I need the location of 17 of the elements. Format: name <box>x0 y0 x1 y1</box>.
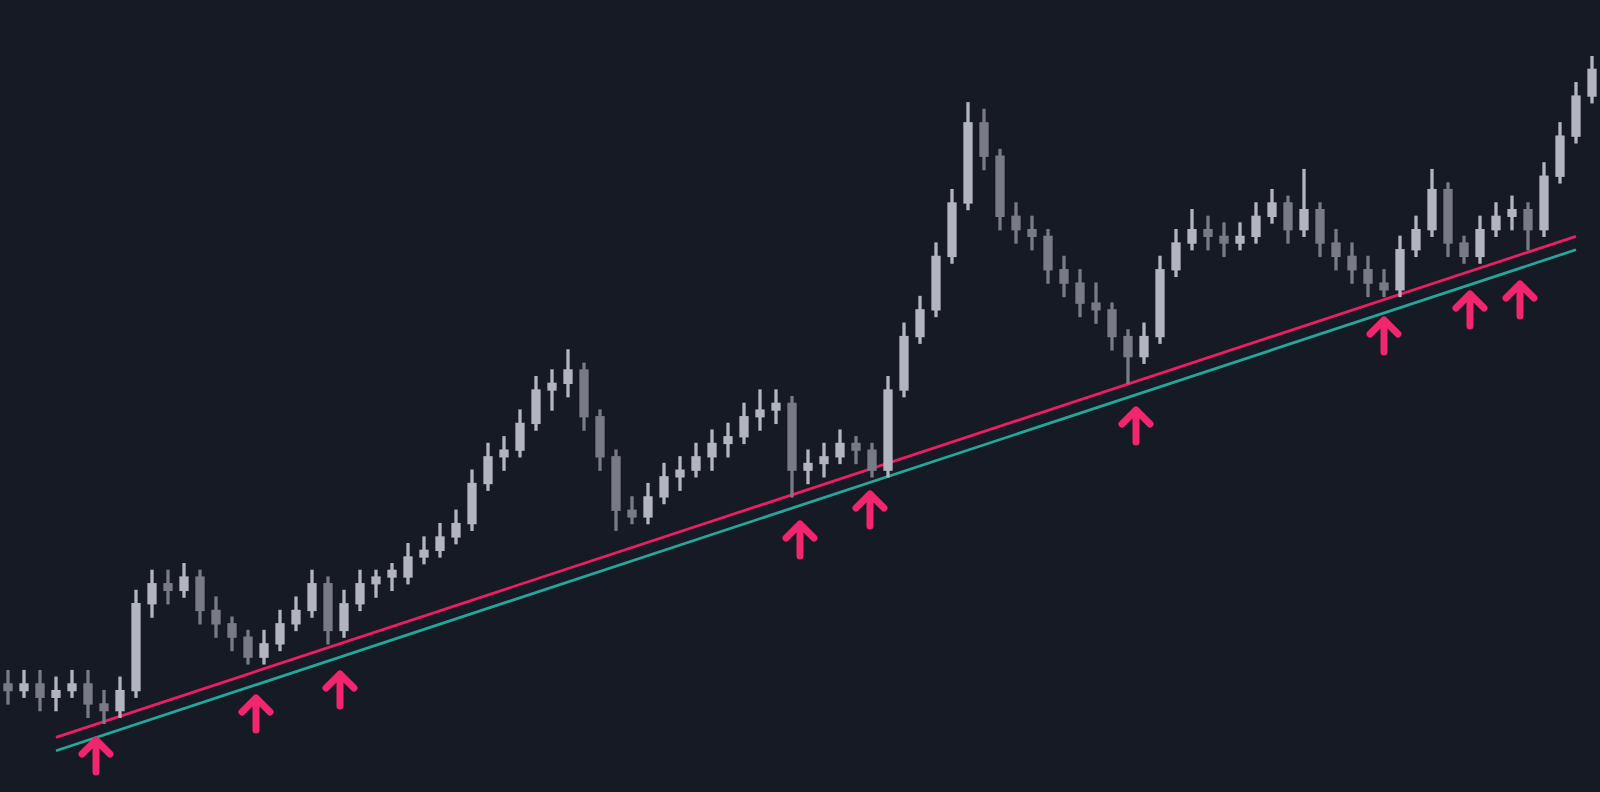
candlestick <box>803 449 813 485</box>
candlestick <box>755 389 765 431</box>
candlestick <box>1203 215 1213 251</box>
candlestick <box>1091 282 1101 324</box>
candlestick <box>723 422 733 458</box>
candlestick <box>499 436 509 471</box>
candlestick <box>675 456 685 491</box>
candlestick <box>1219 222 1229 258</box>
candlestick <box>819 442 829 478</box>
candlestick <box>163 569 173 605</box>
candlestick <box>771 389 781 425</box>
candlestick <box>51 676 61 712</box>
candlestick <box>1027 215 1037 251</box>
candlestick <box>547 369 557 411</box>
candlestick <box>1507 195 1517 231</box>
candlestick <box>99 689 109 724</box>
candlestick <box>3 669 13 705</box>
